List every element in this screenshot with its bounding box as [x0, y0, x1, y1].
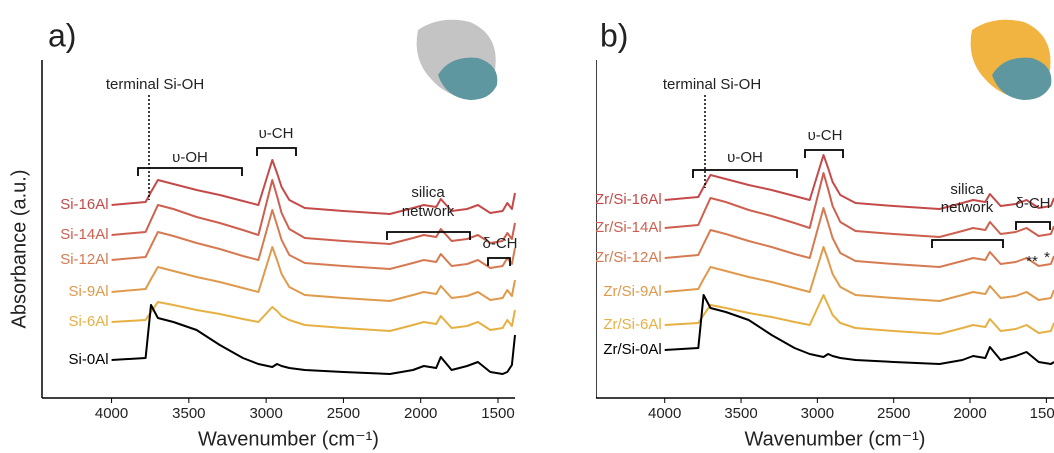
- series-label: Zr/Si-9Al: [603, 283, 661, 300]
- annotation: υ-OH: [172, 149, 208, 166]
- spectrum: [664, 294, 1054, 335]
- spectrum: [664, 294, 1054, 365]
- spectrum: [111, 159, 516, 215]
- series-label: Si-9Al: [69, 283, 109, 300]
- series-label: Si-12Al: [60, 251, 108, 268]
- x-tick-label: 3500: [724, 405, 757, 422]
- icon-a: [416, 19, 498, 100]
- spectrum: [111, 179, 516, 245]
- x-tick-label: 3000: [801, 405, 834, 422]
- series-label: Si-0Al: [69, 351, 109, 368]
- x-tick-label: 3500: [172, 405, 205, 422]
- spectrum: [111, 209, 516, 270]
- annotation: υ-CH: [259, 125, 294, 142]
- panel: 4000 3500 3000 2500 2000 1500 Wavenumber (cm⁻¹…: [8, 17, 517, 450]
- series-label: Si-6Al: [69, 313, 109, 330]
- x-tick-label: 2500: [877, 405, 910, 422]
- series-label: Zr/Si-14Al: [595, 219, 662, 236]
- annotation: υ-OH: [727, 149, 763, 166]
- x-tick-label: 4000: [648, 405, 681, 422]
- annotation: **: [1026, 253, 1038, 270]
- x-tick-label: 1500: [481, 405, 514, 422]
- annotation: network: [402, 203, 455, 220]
- spectrum: [664, 207, 1054, 268]
- spectrum: [664, 154, 1054, 210]
- x-tick-label: 4000: [95, 405, 128, 422]
- bracket: [1015, 221, 1051, 230]
- spectrum: [664, 172, 1054, 238]
- spectrum: [111, 246, 516, 302]
- x-axis-label: Wavenumber (cm⁻¹): [745, 428, 926, 450]
- bracket: [137, 167, 243, 176]
- bracket: [931, 239, 1004, 248]
- annotation: silica: [411, 184, 445, 201]
- panel: 4000 3500 3000 2500 2000 1500 Wavenumber (cm⁻¹…: [562, 17, 1054, 450]
- annotation: δ-CH: [1015, 195, 1050, 212]
- x-tick-label: 1500: [1030, 405, 1054, 422]
- spectrum: [664, 246, 1054, 302]
- icon-b: [970, 19, 1052, 100]
- series-label: Si-14Al: [60, 226, 108, 243]
- annotation: *: [1044, 249, 1050, 266]
- x-tick-label: 3000: [249, 405, 282, 422]
- series-label: Zr/Si-6Al: [603, 316, 661, 333]
- bracket: [386, 231, 471, 240]
- x-tick-label: 2000: [404, 405, 437, 422]
- bracket: [692, 169, 798, 178]
- x-axis-label: Wavenumber (cm⁻¹): [198, 428, 379, 450]
- x-tick-label: 2500: [327, 405, 360, 422]
- bracket: [487, 257, 511, 266]
- bracket: [256, 147, 297, 156]
- spectrum: [111, 304, 516, 375]
- y-axis-label: Absorbance (a.u.): [8, 170, 30, 329]
- bracket: [804, 149, 844, 158]
- series-label: Zr/Si-16Al: [595, 191, 662, 208]
- series-label: Zr/Si-0Al: [603, 341, 661, 358]
- x-tick-label: 2000: [953, 405, 986, 422]
- series-label: Zr/Si-12Al: [595, 249, 662, 266]
- spectrum: [111, 301, 516, 332]
- series-label: Si-16Al: [60, 196, 108, 213]
- panel-label: a): [48, 17, 76, 53]
- annotation: υ-CH: [808, 127, 843, 144]
- annotation: δ-CH: [482, 235, 517, 252]
- panel-label: b): [600, 17, 628, 53]
- y-axis-label: Absorbance (a.u.): [562, 170, 584, 329]
- annotation: silica: [950, 181, 984, 198]
- annotation: terminal Si-OH: [663, 76, 761, 93]
- annotation: network: [941, 199, 994, 216]
- annotation: terminal Si-OH: [106, 76, 204, 93]
